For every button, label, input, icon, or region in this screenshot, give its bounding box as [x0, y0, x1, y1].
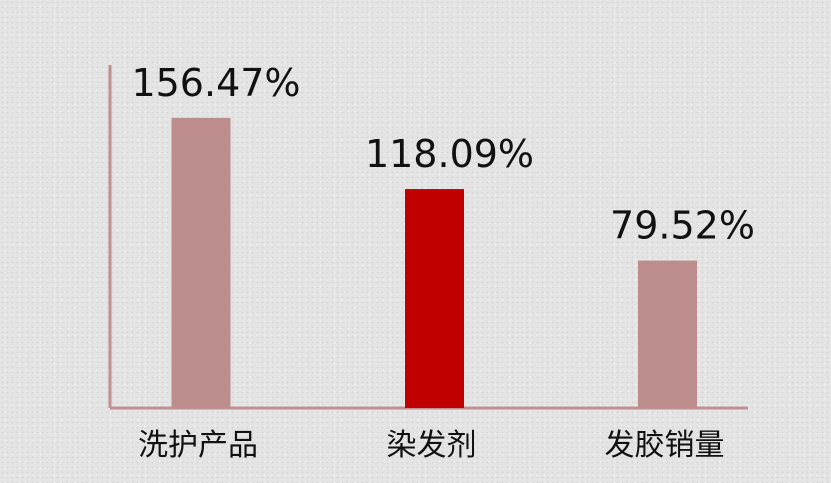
value-label: 118.09% [365, 132, 534, 176]
bar-3 [638, 260, 697, 408]
bar-2 [405, 189, 464, 408]
value-label: 156.47% [131, 61, 300, 105]
category-label: 发胶销量 [605, 428, 725, 463]
value-label: 79.52% [610, 204, 755, 248]
category-label: 染发剂 [387, 428, 477, 463]
bar-1 [171, 117, 231, 408]
category-label: 洗护产品 [138, 428, 258, 463]
